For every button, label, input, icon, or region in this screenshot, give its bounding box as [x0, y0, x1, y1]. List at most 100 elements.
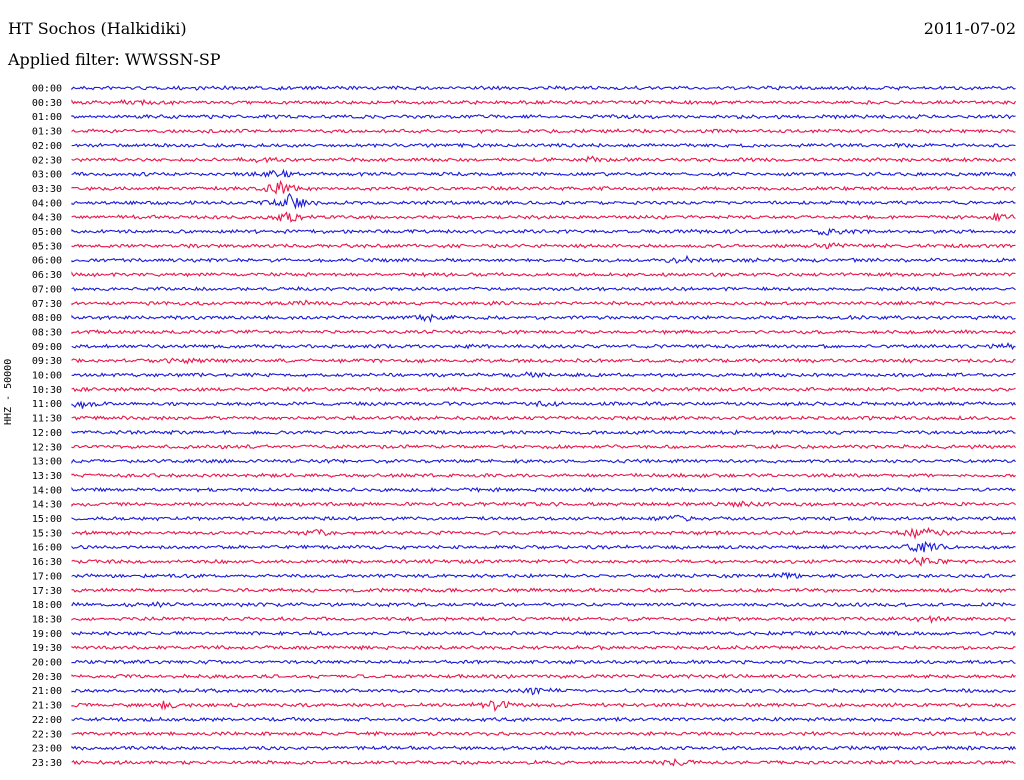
trace-line — [71, 571, 1016, 580]
trace-line — [71, 128, 1016, 135]
tick-label: 06:00 — [32, 256, 62, 267]
tick-label: 20:00 — [32, 658, 62, 669]
trace-line — [71, 211, 1016, 223]
tick-label: 19:30 — [32, 643, 62, 654]
tick-label: 18:00 — [32, 600, 62, 611]
trace-line — [71, 745, 1016, 751]
tick-label: 13:30 — [32, 471, 62, 482]
tick-label: 00:00 — [32, 84, 62, 95]
trace-line — [71, 500, 1016, 508]
tick-label: 19:00 — [32, 629, 62, 640]
trace-line — [71, 673, 1016, 680]
tick-label: 16:00 — [32, 543, 62, 554]
date-label: 2011-07-02 — [923, 19, 1016, 38]
tick-label: 01:30 — [32, 127, 62, 138]
tick-label: 23:30 — [32, 758, 62, 769]
trace-line — [71, 443, 1016, 450]
tick-label: 00:30 — [32, 98, 62, 109]
trace-line — [71, 371, 1016, 379]
trace-line — [71, 192, 1016, 210]
tick-label: 22:00 — [32, 715, 62, 726]
trace-line — [71, 659, 1016, 665]
tick-label: 04:00 — [32, 198, 62, 209]
trace-line — [71, 700, 1016, 713]
trace-line — [71, 458, 1016, 465]
trace-line — [71, 486, 1016, 494]
trace-line — [71, 299, 1016, 307]
tick-label: 21:00 — [32, 686, 62, 697]
tick-label: 16:30 — [32, 557, 62, 568]
tick-label: 07:30 — [32, 299, 62, 310]
tick-label: 14:00 — [32, 485, 62, 496]
tick-label: 17:00 — [32, 571, 62, 582]
tick-label: 09:30 — [32, 356, 62, 367]
trace-line — [71, 540, 1016, 553]
tick-label: 02:30 — [32, 155, 62, 166]
trace-line — [71, 328, 1016, 335]
trace-line — [71, 630, 1016, 637]
tick-label: 09:00 — [32, 342, 62, 353]
trace-line — [71, 687, 1016, 696]
tick-label: 12:30 — [32, 442, 62, 453]
tick-label: 03:30 — [32, 184, 62, 195]
tick-label: 18:30 — [32, 614, 62, 625]
trace-line — [71, 342, 1016, 351]
trace-line — [71, 227, 1016, 236]
tick-label: 17:30 — [32, 586, 62, 597]
trace-line — [71, 155, 1016, 164]
trace-line — [71, 601, 1016, 609]
tick-label: 08:30 — [32, 327, 62, 338]
tick-label: 14:30 — [32, 500, 62, 511]
tick-label: 04:30 — [32, 213, 62, 224]
trace-line — [71, 730, 1016, 737]
tick-label: 12:00 — [32, 428, 62, 439]
trace-line — [71, 98, 1016, 107]
trace-line — [71, 757, 1016, 767]
trace-line — [71, 254, 1016, 264]
tick-label: 13:00 — [32, 457, 62, 468]
trace-line — [71, 587, 1016, 594]
trace-line — [71, 113, 1016, 120]
tick-label: 08:00 — [32, 313, 62, 324]
tick-label: 11:00 — [32, 399, 62, 410]
tick-label: 06:30 — [32, 270, 62, 281]
trace-line — [71, 415, 1016, 421]
trace-line — [71, 179, 1016, 195]
trace-line — [71, 386, 1016, 393]
tick-label: 21:30 — [32, 701, 62, 712]
trace-line — [71, 85, 1016, 91]
trace-line — [71, 514, 1016, 522]
trace-line — [71, 429, 1016, 436]
tick-label: 15:30 — [32, 528, 62, 539]
trace-line — [71, 526, 1016, 540]
trace-line — [71, 400, 1016, 409]
tick-label: 22:30 — [32, 729, 62, 740]
tick-label: 20:30 — [32, 672, 62, 683]
trace-line — [71, 614, 1016, 625]
tick-label: 01:00 — [32, 112, 62, 123]
tick-label: 05:30 — [32, 241, 62, 252]
tick-label: 23:00 — [32, 744, 62, 755]
tick-label: 15:00 — [32, 514, 62, 525]
trace-line — [71, 285, 1016, 292]
trace-line — [71, 716, 1016, 723]
trace-line — [71, 472, 1016, 479]
tick-label: 05:00 — [32, 227, 62, 238]
trace-line — [71, 242, 1016, 250]
tick-label: 03:00 — [32, 170, 62, 181]
trace-line — [71, 556, 1016, 567]
tick-label: 02:00 — [32, 141, 62, 152]
tick-label: 07:00 — [32, 284, 62, 295]
station-title: HT Sochos (Halkidiki) — [8, 19, 187, 38]
trace-line — [71, 644, 1016, 651]
trace-line — [71, 271, 1016, 278]
trace-line — [71, 313, 1016, 324]
tick-label: 10:00 — [32, 371, 62, 382]
trace-line — [71, 142, 1016, 149]
tick-label: 11:30 — [32, 414, 62, 425]
trace-line — [71, 357, 1016, 365]
tick-label: 10:30 — [32, 385, 62, 396]
trace-line — [71, 168, 1016, 179]
filter-label: Applied filter: WWSSN-SP — [8, 50, 221, 69]
